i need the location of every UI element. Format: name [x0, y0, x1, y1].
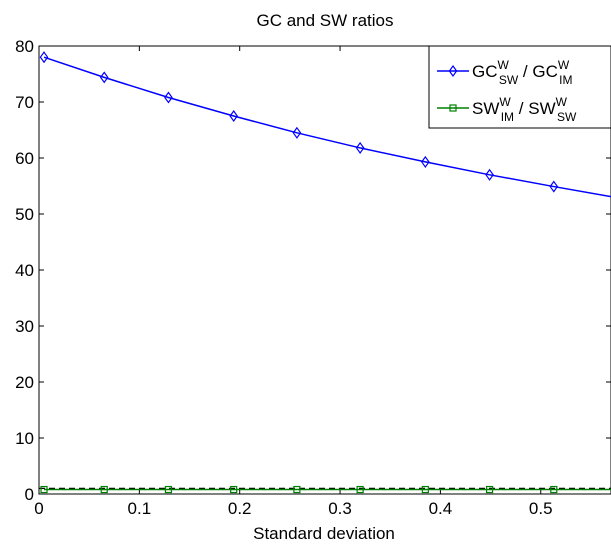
data-point — [549, 180, 559, 193]
legend-item: GCW SW / GCW IM — [437, 58, 573, 87]
data-point — [164, 91, 173, 104]
legend-base: GC — [532, 62, 558, 81]
x-tick-label: 0 — [34, 499, 43, 518]
x-tick-label: 0.5 — [529, 499, 553, 518]
x-tick-label: 0.4 — [429, 499, 453, 518]
legend-superscript: W — [556, 95, 568, 109]
data-point — [230, 485, 238, 494]
legend-superscript: W — [498, 58, 510, 72]
legend-superscript: W — [499, 95, 511, 109]
data-point — [100, 485, 108, 494]
data-point — [292, 126, 302, 139]
data-point — [485, 168, 494, 181]
y-tick-label: 50 — [15, 205, 34, 224]
y-tick-label: 80 — [15, 37, 34, 56]
y-tick-label: 30 — [15, 317, 34, 336]
data-point — [421, 485, 429, 494]
data-point — [164, 485, 173, 494]
data-point — [550, 485, 558, 494]
y-tick-label: 70 — [15, 93, 34, 112]
data-point — [448, 64, 458, 78]
chart-title: GC and SW ratios — [257, 11, 394, 30]
series-line — [43, 56, 611, 198]
legend-superscript: W — [558, 58, 570, 72]
data-point — [229, 109, 239, 123]
x-tick-label: 0.3 — [328, 499, 352, 518]
data-point — [39, 51, 49, 64]
data-point — [99, 71, 109, 84]
series-2 — [40, 485, 611, 494]
y-tick-label: 10 — [15, 429, 34, 448]
legend-separator: / — [518, 62, 532, 81]
x-tick-label: 0.1 — [128, 499, 152, 518]
legend-base: GC — [472, 62, 498, 81]
data-point — [449, 104, 457, 112]
legend-subscript: SW — [557, 110, 577, 124]
legend-box — [428, 45, 611, 129]
legend-subscript: IM — [501, 110, 514, 124]
legend-label: GCW SW / GCW IM — [472, 58, 573, 87]
x-tick-label: 0.2 — [228, 499, 252, 518]
y-tick-label: 40 — [15, 261, 34, 280]
legend-separator: / — [514, 99, 528, 118]
data-point — [356, 485, 364, 494]
legend-item: SWW IM / SWW SW — [437, 95, 577, 124]
legend-label: SWW IM / SWW SW — [472, 95, 577, 124]
x-axis-label: Standard deviation — [253, 524, 395, 543]
legend-subscript: SW — [499, 73, 519, 87]
data-point — [355, 141, 365, 154]
y-tick-label: 0 — [25, 485, 34, 504]
data-point — [293, 485, 301, 494]
data-point — [485, 485, 494, 494]
y-tick-label: 60 — [15, 149, 34, 168]
y-tick-label: 20 — [15, 373, 34, 392]
data-point — [40, 485, 48, 494]
series-1 — [39, 51, 611, 198]
data-point — [421, 155, 430, 168]
legend-base: SW — [472, 99, 499, 118]
legend-subscript: IM — [559, 73, 572, 87]
legend-base: SW — [528, 99, 555, 118]
